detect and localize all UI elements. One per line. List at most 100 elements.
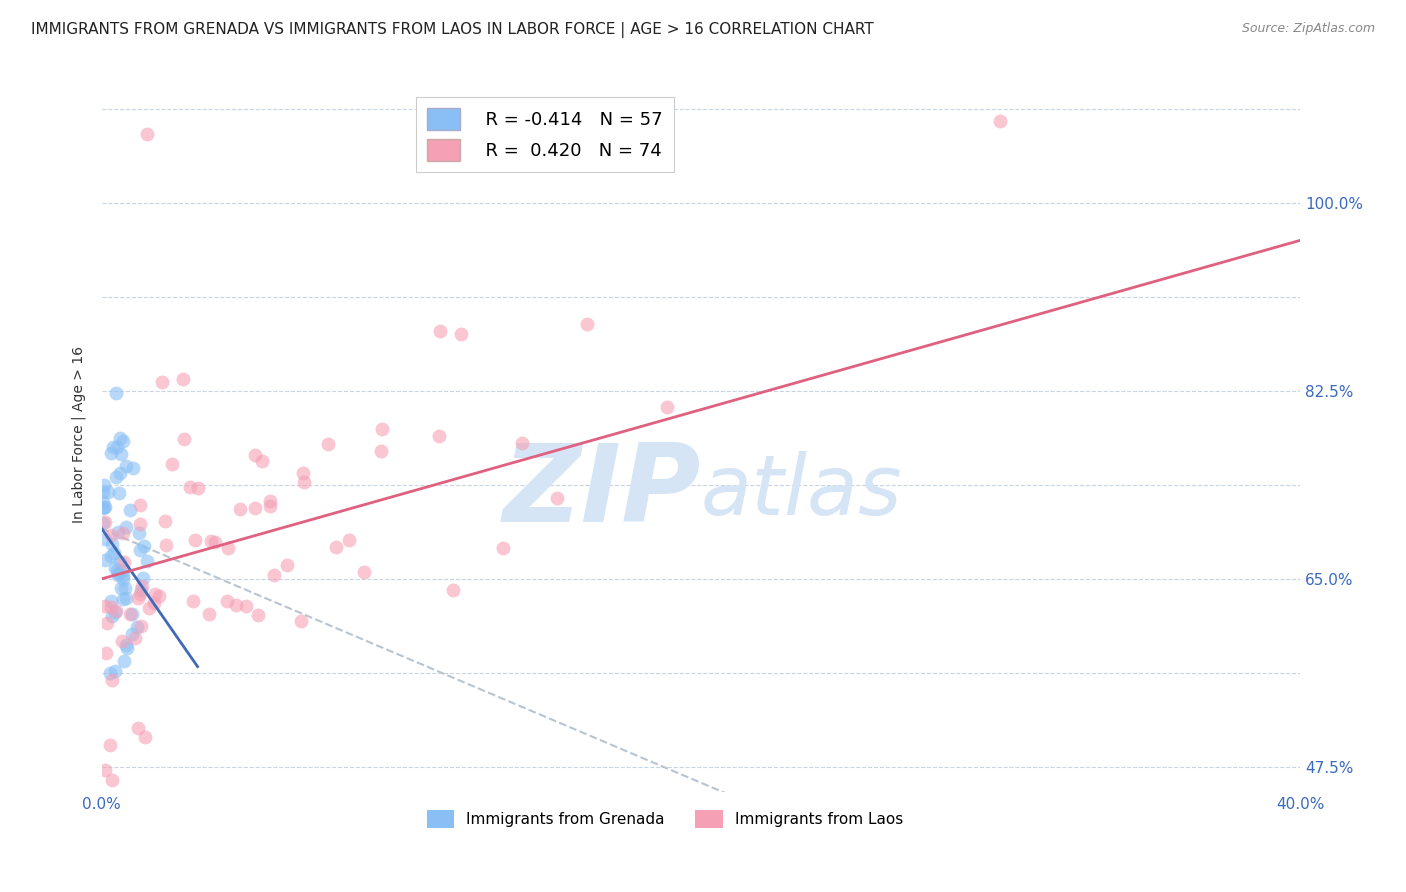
Point bbox=[143, 587, 166, 601]
Point bbox=[108, 431, 131, 445]
Point bbox=[131, 579, 153, 593]
Point bbox=[128, 517, 150, 532]
Point bbox=[94, 500, 117, 514]
Point bbox=[101, 609, 124, 624]
Point bbox=[235, 599, 257, 613]
Point bbox=[492, 541, 515, 555]
Point bbox=[104, 664, 127, 678]
Point bbox=[150, 375, 173, 389]
Point bbox=[104, 470, 127, 484]
Point bbox=[93, 500, 115, 514]
Point bbox=[111, 633, 134, 648]
Point bbox=[111, 567, 134, 582]
Text: IMMIGRANTS FROM GRENADA VS IMMIGRANTS FROM LAOS IN LABOR FORCE | AGE > 16 CORREL: IMMIGRANTS FROM GRENADA VS IMMIGRANTS FR… bbox=[31, 22, 873, 38]
Point bbox=[135, 127, 157, 141]
Point bbox=[215, 594, 238, 608]
Point bbox=[111, 434, 134, 448]
Point bbox=[142, 596, 165, 610]
Point bbox=[115, 591, 138, 605]
Point bbox=[127, 591, 149, 605]
Point bbox=[112, 654, 135, 668]
Point bbox=[229, 501, 252, 516]
Point bbox=[181, 594, 204, 608]
Point bbox=[134, 731, 156, 745]
Text: Source: ZipAtlas.com: Source: ZipAtlas.com bbox=[1241, 22, 1375, 36]
Point bbox=[128, 587, 150, 601]
Point bbox=[427, 429, 450, 443]
Point bbox=[108, 485, 131, 500]
Point bbox=[96, 616, 118, 631]
Text: ZIP: ZIP bbox=[502, 439, 700, 545]
Point bbox=[187, 481, 209, 495]
Point bbox=[111, 592, 134, 607]
Point bbox=[657, 400, 679, 414]
Point bbox=[129, 582, 152, 597]
Point bbox=[294, 475, 316, 490]
Point bbox=[98, 665, 121, 680]
Point bbox=[259, 499, 281, 513]
Point bbox=[100, 445, 122, 459]
Point bbox=[131, 571, 153, 585]
Point bbox=[127, 721, 149, 735]
Point bbox=[100, 537, 122, 551]
Point bbox=[100, 549, 122, 563]
Point bbox=[121, 627, 143, 641]
Point bbox=[135, 554, 157, 568]
Point bbox=[155, 538, 177, 552]
Point bbox=[245, 448, 267, 462]
Point bbox=[114, 581, 136, 595]
Point bbox=[94, 552, 117, 566]
Point bbox=[246, 608, 269, 623]
Point bbox=[370, 444, 392, 458]
Point bbox=[128, 526, 150, 541]
Point bbox=[121, 461, 143, 475]
Point bbox=[114, 638, 136, 652]
Point bbox=[546, 491, 568, 505]
Point bbox=[198, 607, 221, 622]
Point bbox=[129, 543, 152, 558]
Point bbox=[138, 600, 160, 615]
Point bbox=[93, 763, 115, 777]
Point bbox=[259, 494, 281, 508]
Point bbox=[115, 640, 138, 655]
Point bbox=[115, 458, 138, 473]
Point bbox=[93, 478, 115, 492]
Point bbox=[118, 503, 141, 517]
Point bbox=[160, 457, 183, 471]
Point bbox=[325, 540, 347, 554]
Point bbox=[115, 519, 138, 533]
Point bbox=[112, 554, 135, 568]
Point bbox=[93, 599, 115, 613]
Point bbox=[263, 568, 285, 582]
Point bbox=[101, 673, 124, 687]
Point bbox=[120, 607, 142, 622]
Point bbox=[94, 532, 117, 546]
Point bbox=[129, 498, 152, 512]
Point bbox=[104, 386, 127, 401]
Point bbox=[179, 480, 201, 494]
Point bbox=[148, 589, 170, 603]
Point bbox=[124, 631, 146, 645]
Point bbox=[510, 436, 533, 450]
Point bbox=[441, 582, 464, 597]
Point bbox=[172, 372, 194, 386]
Point bbox=[225, 598, 247, 612]
Point bbox=[104, 604, 127, 618]
Point bbox=[110, 582, 132, 596]
Point bbox=[110, 446, 132, 460]
Point bbox=[132, 539, 155, 553]
Point bbox=[337, 533, 360, 547]
Point bbox=[129, 618, 152, 632]
Point bbox=[184, 533, 207, 548]
Point bbox=[250, 454, 273, 468]
Point bbox=[108, 467, 131, 481]
Point bbox=[371, 422, 394, 436]
Point bbox=[105, 563, 128, 577]
Point bbox=[316, 437, 339, 451]
Point bbox=[91, 495, 114, 509]
Point bbox=[353, 565, 375, 579]
Point bbox=[100, 528, 122, 542]
Point bbox=[111, 526, 134, 541]
Point bbox=[121, 607, 143, 622]
Point bbox=[204, 535, 226, 549]
